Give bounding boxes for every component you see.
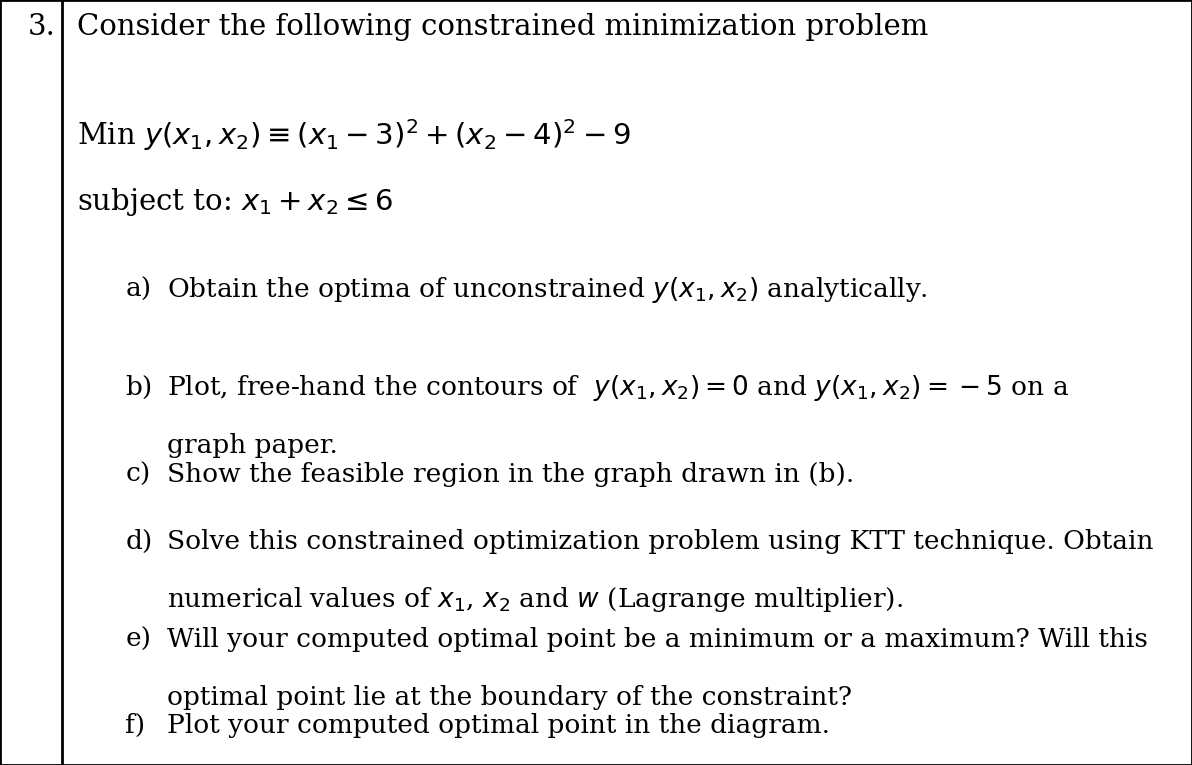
Text: Show the feasible region in the graph drawn in (b).: Show the feasible region in the graph dr… [167,462,855,487]
Text: graph paper.: graph paper. [167,433,337,458]
Text: optimal point lie at the boundary of the constraint?: optimal point lie at the boundary of the… [167,685,852,710]
Text: a): a) [125,277,151,302]
Text: Min $y(x_1, x_2) \equiv (x_1 - 3)^2 + (x_2 - 4)^2 - 9$: Min $y(x_1, x_2) \equiv (x_1 - 3)^2 + (x… [77,117,632,153]
Text: Plot your computed optimal point in the diagram.: Plot your computed optimal point in the … [167,713,830,738]
Text: Obtain the optima of unconstrained $y(x_1, x_2)$ analytically.: Obtain the optima of unconstrained $y(x_… [167,275,927,305]
Text: subject to: $x_1 + x_2 \leq 6$: subject to: $x_1 + x_2 \leq 6$ [77,186,393,218]
Text: b): b) [125,375,153,400]
Text: f): f) [125,713,145,738]
Text: Solve this constrained optimization problem using KTT technique. Obtain: Solve this constrained optimization prob… [167,529,1154,554]
Text: d): d) [125,529,153,554]
Text: e): e) [125,627,151,652]
Text: Plot, free-hand the contours of  $y(x_1, x_2) = 0$ and $y(x_1, x_2) = -5$ on a: Plot, free-hand the contours of $y(x_1, … [167,373,1069,403]
Text: Consider the following constrained minimization problem: Consider the following constrained minim… [77,13,929,41]
Text: 3.: 3. [27,13,56,41]
Text: c): c) [125,462,150,487]
Text: Will your computed optimal point be a minimum or a maximum? Will this: Will your computed optimal point be a mi… [167,627,1148,652]
Text: numerical values of $x_1$, $x_2$ and $w$ (Lagrange multiplier).: numerical values of $x_1$, $x_2$ and $w$… [167,585,902,614]
